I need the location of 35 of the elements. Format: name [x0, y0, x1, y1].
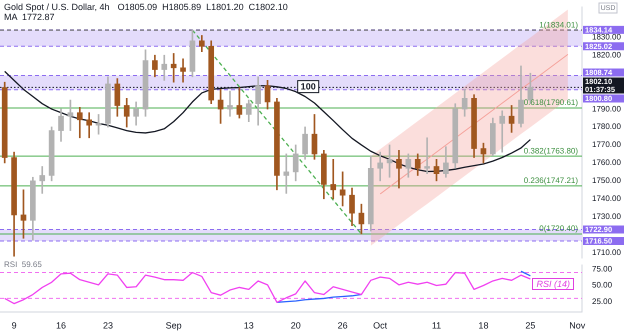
y-tick-label: 50.00 [592, 280, 613, 290]
annotation: MA 1772.87 [4, 12, 56, 22]
y-tick-label: 1820.00 [592, 50, 622, 60]
x-tick-label: Sep [166, 320, 182, 330]
chart-subtitle: O1805.09 H1805.89 L1801.20 C1802.10 [118, 2, 288, 12]
y-tick-label: 1770.00 [592, 140, 622, 150]
chart-title: Gold Spot / U.S. Dollar, 4h [4, 2, 110, 12]
annotation: 0.236(1747.21) [524, 176, 578, 186]
series-label: 100 [300, 82, 316, 92]
y-tick-label: 1790.00 [592, 104, 622, 114]
x-tick-label: 16 [56, 320, 66, 330]
y-tick-label: 1830.00 [592, 32, 622, 42]
y-tick-label: 75.00 [592, 264, 613, 274]
chart-title: RSI 59.65 [4, 260, 42, 269]
x-tick-label: 26 [338, 320, 348, 330]
annotation: 1(1834.01) [539, 20, 578, 30]
annotation: 0.618(1790.61) [524, 98, 578, 108]
y-tick-label: 1780.00 [592, 122, 622, 132]
y-tick-label: 1760.00 [592, 158, 622, 168]
x-tick-label: 25 [525, 320, 536, 330]
x-tick-label: Nov [569, 320, 586, 330]
y-tick-label: 1750.00 [592, 176, 622, 186]
x-tick-label: 23 [102, 320, 113, 330]
annotation: 0.382(1763.80) [524, 146, 578, 156]
y-tick-label: 1710.00 [592, 248, 622, 257]
x-tick-label: 20 [290, 320, 301, 330]
x-tick-label: 9 [12, 320, 17, 330]
annotation: RSI (14) [532, 278, 574, 290]
x-tick-label: 18 [478, 320, 488, 330]
x-tick-label: 13 [244, 320, 254, 330]
y-tick-label: 1740.00 [592, 194, 622, 203]
y-tick-label: 1730.00 [592, 212, 622, 221]
x-tick-label: 11 [432, 320, 442, 330]
x-tick-label: Oct [373, 320, 388, 330]
y-tick-label: 25.00 [592, 296, 613, 306]
